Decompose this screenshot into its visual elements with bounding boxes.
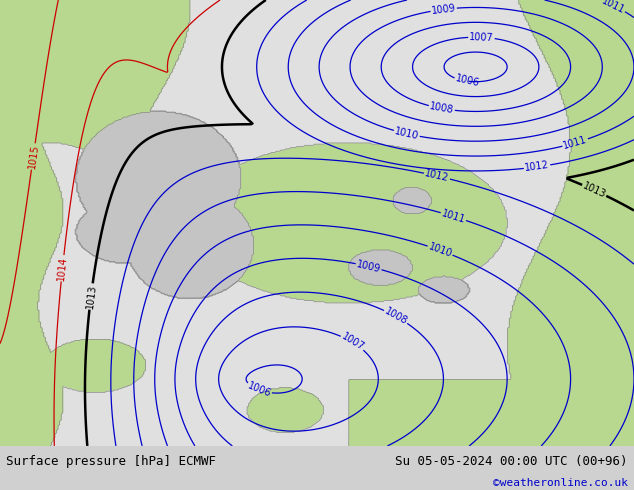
- Text: 1013: 1013: [84, 284, 98, 309]
- Text: 1007: 1007: [469, 32, 494, 43]
- Text: 1011: 1011: [440, 208, 467, 225]
- Text: ©weatheronline.co.uk: ©weatheronline.co.uk: [493, 478, 628, 489]
- Text: 1014: 1014: [56, 256, 68, 281]
- Text: 1006: 1006: [455, 74, 481, 89]
- Text: 1008: 1008: [429, 101, 455, 116]
- Text: 1011: 1011: [600, 0, 626, 15]
- Text: 1015: 1015: [27, 144, 40, 170]
- Text: 1012: 1012: [424, 169, 450, 184]
- Text: 1012: 1012: [524, 160, 550, 173]
- Text: 1013: 1013: [581, 181, 607, 200]
- Text: 1009: 1009: [356, 259, 382, 274]
- Text: 1007: 1007: [339, 332, 366, 353]
- Text: 1010: 1010: [394, 126, 420, 141]
- Text: 1010: 1010: [427, 242, 453, 259]
- Text: 1006: 1006: [246, 381, 272, 399]
- Text: 1009: 1009: [431, 3, 456, 16]
- Text: Surface pressure [hPa] ECMWF: Surface pressure [hPa] ECMWF: [6, 455, 216, 468]
- Text: 1011: 1011: [562, 135, 588, 151]
- Text: Su 05-05-2024 00:00 UTC (00+96): Su 05-05-2024 00:00 UTC (00+96): [395, 455, 628, 468]
- Text: 1008: 1008: [383, 306, 409, 327]
